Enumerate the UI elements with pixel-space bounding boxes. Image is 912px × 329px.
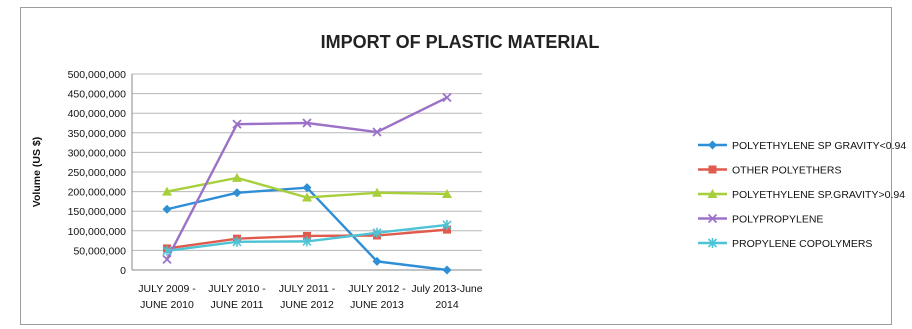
chart-title: IMPORT OF PLASTIC MATERIAL <box>321 32 600 52</box>
legend-item-other-polyethers: OTHER POLYETHERS <box>698 165 842 177</box>
y-tick-label: 500,000,000 <box>68 69 127 81</box>
y-axis-label: Volume (US $) <box>31 137 43 207</box>
data-point-polyethylene-sp-gravity-0-94 <box>232 188 242 198</box>
series-polypropylene <box>162 92 452 265</box>
data-point-polyethylene-sp-gravity-0-94 <box>442 188 452 198</box>
data-point-polyethylene-sp-gravity-0-94 <box>442 265 452 275</box>
gridlines <box>132 73 482 271</box>
data-point-polypropylene <box>372 127 382 137</box>
x-tick-label: JULY 2012 -JUNE 2013 <box>348 283 406 311</box>
x-tick-label: July 2013-June 2014 <box>411 283 482 311</box>
x-tick-label: JULY 2010 -JUNE 2011 <box>208 283 266 311</box>
data-point-polyethylene-sp-gravity-0-94 <box>232 172 242 182</box>
data-point-polypropylene <box>302 118 312 128</box>
data-point-legend-propylene-copolymers <box>707 238 718 248</box>
legend-label: OTHER POLYETHERS <box>732 165 842 177</box>
legend-label: POLYETHYLENE SP GRAVITY<0.94 <box>732 140 906 152</box>
y-tick-label: 50,000,000 <box>73 245 126 257</box>
data-point-polypropylene <box>232 119 242 129</box>
y-axis: 0 50,000,000 100,000,000 150,000,000 200,000… <box>68 69 133 277</box>
legend-label: POLYETHYLENE SP.GRAVITY>0.94 <box>732 189 905 201</box>
data-point-propylene-copolymers <box>372 227 382 238</box>
x-tick-label: JULY 2009 -JUNE 2010 <box>138 283 196 311</box>
data-point-polypropylene <box>442 92 452 103</box>
data-point-polyethylene-sp-gravity-0-94 <box>302 192 312 202</box>
legend-item-propylene-copolymers: PROPYLENE COPOLYMERS <box>698 238 872 250</box>
data-point-polypropylene <box>162 254 172 265</box>
legend-item-polyethylene-sp-gravity-0-94: POLYETHYLENE SP.GRAVITY>0.94 <box>698 189 905 201</box>
legend-item-polyethylene-sp-gravity-0-94: POLYETHYLENE SP GRAVITY<0.94 <box>698 140 906 152</box>
y-tick-label: 450,000,000 <box>68 89 127 101</box>
data-point-propylene-copolymers <box>442 219 452 230</box>
y-tick-label: 100,000,000 <box>68 226 127 238</box>
data-point-polyethylene-sp-gravity-0-94 <box>302 183 312 193</box>
chart-frame <box>20 7 892 325</box>
y-tick-label: 400,000,000 <box>68 108 127 120</box>
data-point-polyethylene-sp-gravity-0-94 <box>162 186 172 196</box>
y-tick-label: 300,000,000 <box>68 147 127 159</box>
legend: POLYETHYLENE SP GRAVITY<0.94 OTHER POLYET… <box>698 140 906 250</box>
y-tick-label: 0 <box>120 265 126 277</box>
series-polyethylene-sp-gravity-0-94 <box>162 183 452 275</box>
legend-item-polypropylene: POLYPROPYLENE <box>698 214 823 226</box>
data-point-polyethylene-sp-gravity-0-94 <box>372 256 382 266</box>
legend-label: PROPYLENE COPOLYMERS <box>732 238 872 250</box>
data-point-polyethylene-sp-gravity-0-94 <box>372 187 382 197</box>
data-point-legend-other-polyethers <box>708 165 717 174</box>
y-tick-label: 350,000,000 <box>68 128 127 140</box>
data-point-other-polyethers <box>303 231 311 240</box>
x-tick-label: JULY 2011 -JUNE 2012 <box>279 283 336 311</box>
data-point-polyethylene-sp-gravity-0-94 <box>162 204 172 214</box>
legend-label: POLYPROPYLENE <box>732 214 823 226</box>
y-tick-label: 250,000,000 <box>68 167 127 179</box>
data-point-propylene-copolymers <box>162 245 172 256</box>
x-axis: JULY 2009 -JUNE 2010 JULY 2010 -JUNE 2011… <box>138 283 482 311</box>
data-point-propylene-copolymers <box>232 236 242 247</box>
data-point-legend-polypropylene <box>707 213 718 224</box>
series-propylene-copolymers <box>162 219 452 256</box>
y-tick-label: 200,000,000 <box>68 187 127 199</box>
series-layer <box>162 92 452 275</box>
data-point-legend-polyethylene-sp-gravity-0-94 <box>708 140 717 150</box>
y-tick-label: 150,000,000 <box>68 206 127 218</box>
data-point-propylene-copolymers <box>302 236 312 247</box>
data-point-legend-polyethylene-sp-gravity-0-94 <box>707 189 718 198</box>
series-polyethylene-sp-gravity-0-94 <box>162 172 452 202</box>
